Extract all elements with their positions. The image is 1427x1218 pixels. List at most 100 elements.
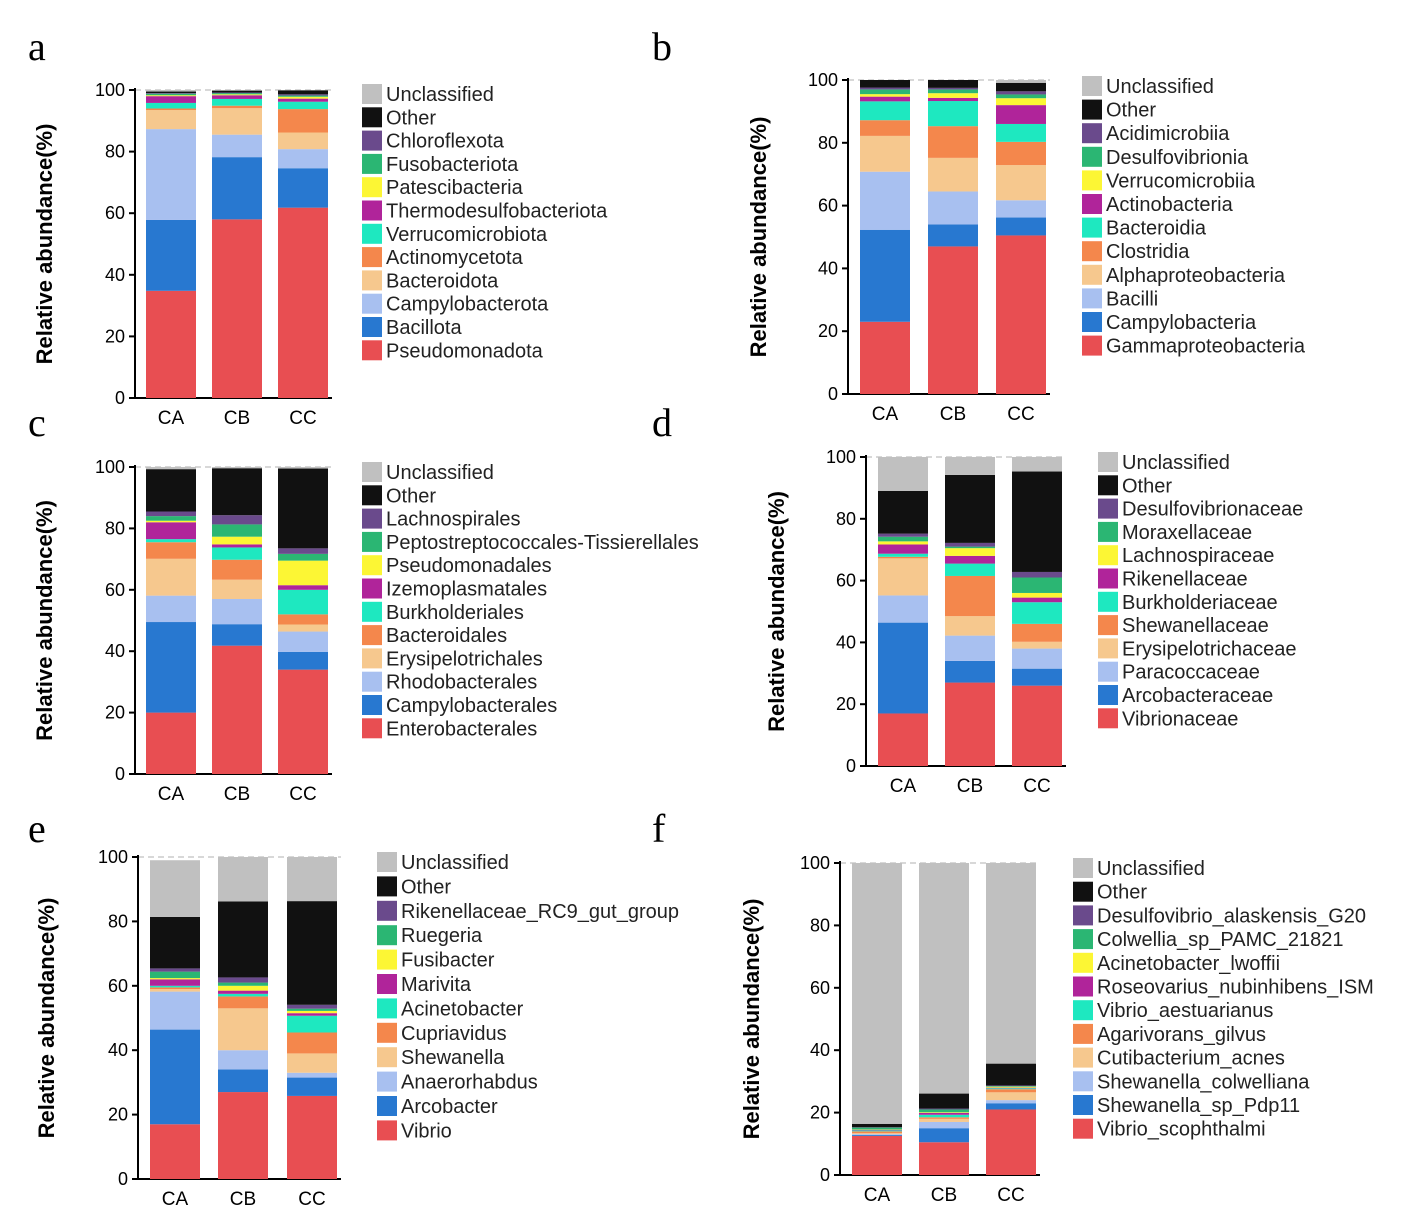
bar-segment-CC-Unclassified: [287, 857, 337, 902]
legend-label: Pseudomonadales: [386, 555, 552, 577]
bar-segment-CA-Ruegeria: [150, 971, 200, 979]
bar-segment-CC-Vibrionaceae: [1012, 685, 1062, 766]
bar-segment-CA-Unclassified: [878, 457, 928, 491]
bar-segment-CA-Bacilli: [860, 171, 910, 230]
legend-swatch: [1098, 708, 1118, 729]
y-tick-label: 40: [105, 641, 125, 661]
legend-swatch: [377, 1047, 397, 1068]
bar-segment-CC-Campylobacterales: [278, 651, 328, 670]
bar-segment-CB-Vibrionaceae: [945, 682, 995, 766]
bar-segment-CB-Other: [928, 80, 978, 88]
legend-label: Unclassified: [401, 852, 509, 874]
panel-b: b 0 20 40 60 80 100 Relative abundance(%) CA CB CC…: [652, 24, 1306, 425]
legend-label: Vibrio_scophthalmi: [1097, 1119, 1266, 1141]
legend-swatch: [1082, 241, 1102, 262]
bar-segment-CB-Shewanella_sp_Pdp11: [919, 1128, 969, 1143]
bar-segment-CA-Lachnospiraceae: [878, 541, 928, 545]
bar-segment-CB-Agarivorans_gilvus: [919, 1117, 969, 1119]
panel-letter: b: [652, 24, 672, 69]
bar-segment-CC-Vibrio: [287, 1095, 337, 1179]
y-tick-label: 60: [105, 203, 125, 223]
legend-swatch: [1098, 661, 1118, 682]
legend-swatch: [1082, 76, 1102, 96]
bar-segment-CB-Acidimicrobiia: [928, 87, 978, 90]
bar-segment-CA-Other: [852, 1123, 902, 1128]
legend-label: Thermodesulfobacteriota: [386, 201, 608, 223]
legend-swatch: [1098, 545, 1118, 566]
y-axis-label: Relative abundance(%): [739, 899, 764, 1140]
bar-segment-CB-Rikenellaceae_RC9_gut_group: [218, 977, 268, 983]
bar-segment-CC-Burkholderiaceae: [1012, 602, 1062, 624]
y-tick-label: 100: [98, 847, 128, 867]
legend-label: Colwellia_sp_PAMC_21821: [1097, 929, 1343, 951]
bar-segment-CB-Rhodobacterales: [212, 599, 262, 625]
legend-label: Bacteroidia: [1106, 218, 1207, 240]
legend-swatch: [1098, 568, 1118, 589]
bar-segment-CB-Alphaproteobacteria: [928, 157, 978, 192]
bar-segment-CC-Ruegeria: [287, 1008, 337, 1011]
bar-segment-CB-Other: [945, 474, 995, 543]
legend-swatch: [377, 925, 397, 946]
bar-segment-CC-Other: [986, 1063, 1036, 1086]
bar-segment-CA-Burkholderiales: [146, 539, 196, 543]
bar-segment-CB-Unclassified: [945, 457, 995, 475]
bar-segment-CB-Clostridia: [928, 126, 978, 158]
bar-segment-CA-Rhodobacterales: [146, 595, 196, 623]
bar-segment-CC-Marivita: [287, 1013, 337, 1016]
legend-label: Acinetobacter: [401, 998, 524, 1020]
legend-label: Bacilli: [1106, 288, 1158, 310]
bar-segment-CA-Shewanella_sp_Pdp11: [852, 1135, 902, 1136]
bar-segment-CB-Peptostreptococcales-Tissierellales: [212, 524, 262, 537]
bar-segment-CB-Burkholderiales: [212, 547, 262, 560]
bar-segment-CA-Colwellia_sp_PAMC_21821: [852, 1127, 902, 1130]
legend-label: Unclassified: [386, 462, 494, 484]
bar-segment-CB-Arcobacteraceae: [945, 660, 995, 683]
bar-segment-CA-Patescibacteria: [146, 95, 196, 97]
x-tick-label: CB: [940, 404, 966, 425]
bar-segment-CC-Cupriavidus: [287, 1032, 337, 1054]
x-tick-label: CC: [1023, 776, 1050, 797]
bar-segment-CC-Arcobacter: [287, 1077, 337, 1096]
bar-segment-CA-Unclassified: [146, 90, 196, 92]
bar-segment-CC-Gammaproteobacteria: [996, 235, 1046, 394]
x-tick-label: CC: [298, 1189, 325, 1210]
bar-segment-CC-Pseudomonadota: [278, 207, 328, 398]
bar-segment-CA-Rikenellaceae: [878, 544, 928, 554]
bar-segment-CC-Shewanella: [287, 1053, 337, 1073]
x-tick-label: CA: [162, 1189, 189, 1210]
bar-segment-CA-Shewanella: [150, 989, 200, 992]
bar-segment-CA-Moraxellaceae: [878, 536, 928, 542]
legend-swatch: [362, 107, 382, 128]
bar-segment-CA-Vibrio_aestuarianus: [852, 1130, 902, 1132]
legend-label: Burkholderiales: [386, 602, 524, 624]
bar-segment-CC-Campylobacterota: [278, 149, 328, 169]
y-tick-label: 40: [810, 1040, 830, 1060]
bar-segment-CB-Unclassified: [218, 857, 268, 902]
bar-segment-CA-Other: [146, 91, 196, 94]
bar-segment-CB-Arcobacter: [218, 1069, 268, 1093]
legend-label: Desulfovibrionaceae: [1122, 499, 1303, 521]
legend-label: Vibrionaceae: [1122, 708, 1238, 730]
legend-label: Rikenellaceae_RC9_gut_group: [401, 901, 679, 923]
bar-segment-CA-Arcobacteraceae: [878, 622, 928, 714]
legend-swatch: [362, 317, 382, 337]
legend-label: Verrucomicrobiota: [386, 224, 548, 246]
y-tick-label: 80: [105, 142, 125, 162]
bar-segment-CC-Unclassified: [986, 863, 1036, 1064]
legend-swatch: [1098, 685, 1118, 705]
bar-segment-CB-Unclassified: [212, 467, 262, 469]
y-tick-label: 100: [826, 447, 856, 467]
legend-swatch: [362, 130, 382, 151]
legend-label: Shewanellaceae: [1122, 615, 1269, 637]
bar-segment-CC-Bacillota: [278, 168, 328, 208]
y-tick-label: 60: [818, 196, 838, 216]
legend-label: Paracoccaceae: [1122, 662, 1260, 684]
bar-segment-CA-Thermodesulfobacteriota: [146, 96, 196, 103]
x-tick-label: CB: [230, 1189, 256, 1210]
legend-label: Moraxellaceae: [1122, 522, 1252, 544]
bar-segment-CA-Fusobacteriota: [146, 93, 196, 96]
bar-segment-CA-Acidimicrobiia: [860, 87, 910, 90]
y-tick-label: 60: [105, 580, 125, 600]
legend-swatch: [362, 718, 382, 739]
